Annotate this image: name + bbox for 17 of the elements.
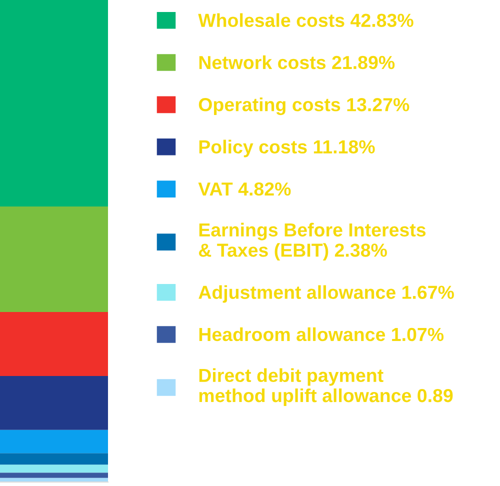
bar [0, 464, 108, 473]
legend-label: Operating costs 13.27% [198, 98, 410, 116]
legend-label: Earnings Before Interests & Taxes (EBIT) 2.38% [198, 222, 426, 261]
bar [0, 376, 108, 430]
bar [0, 206, 108, 312]
legend-label: Adjustment allowance 1.67% [198, 285, 454, 303]
legend-label: Network costs 21.89% [199, 55, 395, 70]
legend-label: VAT 4.82% [198, 182, 291, 196]
legend-label: Direct debit payment method uplift allowance 0.89 [199, 368, 453, 406]
bar [0, 430, 108, 454]
legend-label: Wholesale costs 42.83% [198, 13, 414, 28]
bar [0, 472, 108, 478]
bar [0, 453, 108, 465]
legend-label: Policy costs 11.18% [199, 140, 375, 158]
bar [0, 0, 108, 206]
bar [0, 312, 108, 376]
legend-label: Headroom allowance 1.07% [199, 327, 444, 342]
